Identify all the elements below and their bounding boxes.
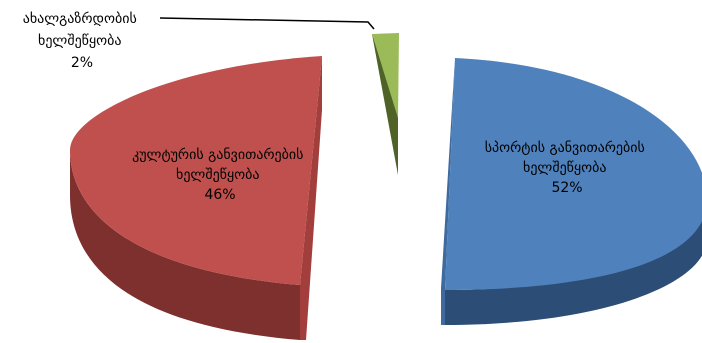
label-culture-value: 46% bbox=[204, 187, 235, 203]
label-sports-value: 52% bbox=[551, 180, 582, 196]
slice-sports-top bbox=[445, 58, 702, 290]
pie-slice-sports bbox=[441, 58, 702, 325]
pie-slice-youth bbox=[372, 33, 399, 175]
slice-youth-side bbox=[372, 34, 398, 175]
label-youth-line2: ხელშეწყობა bbox=[38, 33, 122, 49]
label-sports-line2: ხელშეწყობა bbox=[523, 160, 607, 176]
label-culture-line1: კულტურის განვითარების bbox=[132, 146, 303, 163]
label-culture: კულტურის განვითარების ხელშეწყობა 46% bbox=[132, 146, 308, 203]
slice-sports-lead bbox=[441, 58, 455, 325]
slice-youth-top bbox=[372, 33, 399, 118]
label-sports: სპორტის განვითარების ხელშეწყობა 52% bbox=[485, 139, 650, 196]
slice-culture-side bbox=[70, 150, 300, 340]
label-sports-line1: სპორტის განვითარების bbox=[485, 139, 645, 156]
label-youth: ახალგაზრდობის ხელშეწყობა 2% bbox=[23, 10, 142, 71]
label-culture-line2: ხელშეწყობა bbox=[176, 167, 260, 183]
pie-slice-culture bbox=[70, 56, 322, 340]
slice-culture-top bbox=[70, 56, 322, 285]
label-youth-value: 2% bbox=[71, 55, 93, 71]
slice-culture-lead bbox=[300, 56, 322, 340]
slice-sports-side bbox=[445, 217, 702, 325]
label-youth-line1: ახალგაზრდობის bbox=[23, 10, 137, 27]
leader-line bbox=[159, 17, 375, 30]
